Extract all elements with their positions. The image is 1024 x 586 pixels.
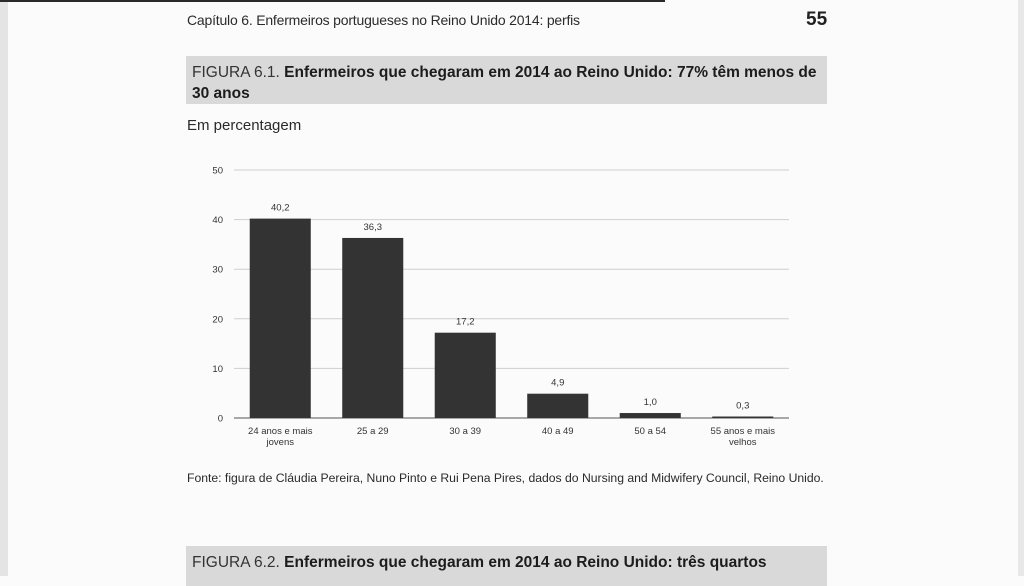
x-tick-label: 55 anos e mais <box>711 426 776 437</box>
y-tick-label: 40 <box>212 215 223 226</box>
y-tick-label: 0 <box>218 414 223 425</box>
y-tick-label: 50 <box>212 166 223 177</box>
data-label: 40,2 <box>271 203 290 214</box>
figure-6-2-caption: FIGURA 6.2. Enfermeiros que chegaram em … <box>186 546 827 586</box>
data-label: 1,0 <box>644 397 657 408</box>
y-tick-label: 10 <box>212 364 223 375</box>
y-tick-label: 20 <box>212 314 223 325</box>
y-tick-label: 30 <box>212 265 223 276</box>
bar <box>712 416 774 418</box>
bar <box>249 218 311 418</box>
figure-source: Fonte: figura de Cláudia Pereira, Nuno P… <box>187 471 824 485</box>
figure-title: Enfermeiros que chegaram em 2014 ao Rein… <box>192 64 817 102</box>
page-edge-right <box>1018 0 1024 576</box>
top-rule <box>0 0 665 2</box>
x-tick-label: 50 a 54 <box>634 426 666 437</box>
data-label: 0,3 <box>736 401 749 412</box>
figure-6-1-caption: FIGURA 6.1. Enfermeiros que chegaram em … <box>186 56 827 104</box>
page-number: 55 <box>806 9 828 30</box>
bar <box>342 237 404 418</box>
bar <box>527 393 589 418</box>
data-label: 4,9 <box>551 378 564 389</box>
x-tick-label: 25 a 29 <box>357 426 389 437</box>
data-label: 36,3 <box>364 222 383 233</box>
x-tick-label: velhos <box>729 437 757 448</box>
figure-title: Enfermeiros que chegaram em 2014 ao Rein… <box>284 554 767 571</box>
bar <box>619 413 681 418</box>
chart-units: Em percentagem <box>187 117 302 134</box>
figure-label: FIGURA 6.1. <box>192 64 285 81</box>
bar <box>434 332 496 418</box>
x-tick-label: 24 anos e mais <box>248 426 313 437</box>
data-label: 17,2 <box>456 317 475 328</box>
figure-label: FIGURA 6.2. <box>192 554 285 571</box>
running-head: Capítulo 6. Enfermeiros portugueses no R… <box>187 12 580 28</box>
page-edge-left <box>0 0 8 576</box>
x-tick-label: jovens <box>266 437 295 448</box>
x-tick-label: 30 a 39 <box>449 426 481 437</box>
x-tick-label: 40 a 49 <box>542 426 574 437</box>
